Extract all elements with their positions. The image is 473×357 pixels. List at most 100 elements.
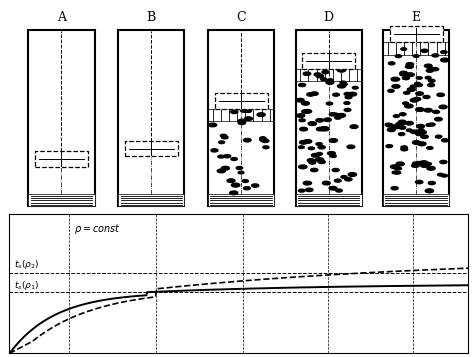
Circle shape bbox=[347, 94, 353, 96]
Bar bbox=[208, 194, 274, 206]
Circle shape bbox=[323, 181, 330, 185]
Bar bbox=[28, 30, 95, 206]
Circle shape bbox=[426, 69, 433, 72]
Circle shape bbox=[427, 147, 433, 149]
Circle shape bbox=[333, 93, 339, 96]
Circle shape bbox=[238, 121, 245, 125]
Circle shape bbox=[304, 110, 312, 113]
Circle shape bbox=[344, 109, 351, 111]
Circle shape bbox=[416, 92, 423, 95]
Circle shape bbox=[244, 187, 250, 190]
Circle shape bbox=[432, 54, 439, 57]
Circle shape bbox=[326, 81, 334, 84]
Circle shape bbox=[303, 72, 311, 75]
Circle shape bbox=[308, 122, 316, 125]
Circle shape bbox=[238, 171, 244, 174]
Circle shape bbox=[221, 136, 228, 139]
Circle shape bbox=[352, 86, 358, 89]
Circle shape bbox=[219, 141, 225, 144]
Circle shape bbox=[298, 146, 304, 149]
Circle shape bbox=[329, 112, 337, 116]
Bar bbox=[35, 151, 88, 167]
Bar bbox=[215, 93, 268, 109]
Circle shape bbox=[262, 139, 269, 142]
Circle shape bbox=[300, 127, 307, 131]
Bar bbox=[390, 26, 443, 42]
Circle shape bbox=[316, 142, 322, 145]
Circle shape bbox=[344, 92, 350, 95]
Circle shape bbox=[420, 161, 428, 165]
Circle shape bbox=[387, 128, 395, 132]
Circle shape bbox=[392, 171, 398, 174]
Text: $t_s(\rho_2)$: $t_s(\rho_2)$ bbox=[14, 258, 39, 271]
Circle shape bbox=[341, 83, 347, 86]
Circle shape bbox=[321, 127, 329, 130]
Circle shape bbox=[231, 183, 240, 187]
Circle shape bbox=[230, 191, 238, 195]
Circle shape bbox=[407, 88, 415, 91]
Circle shape bbox=[224, 155, 231, 158]
Circle shape bbox=[412, 141, 420, 144]
Circle shape bbox=[242, 180, 248, 182]
Circle shape bbox=[416, 161, 422, 165]
Circle shape bbox=[324, 118, 331, 121]
Circle shape bbox=[238, 119, 245, 122]
Circle shape bbox=[413, 97, 421, 101]
Circle shape bbox=[405, 65, 413, 69]
Bar bbox=[125, 141, 178, 156]
Circle shape bbox=[345, 177, 352, 181]
Circle shape bbox=[345, 96, 352, 99]
Circle shape bbox=[416, 108, 424, 111]
Bar bbox=[296, 30, 362, 206]
Circle shape bbox=[428, 181, 435, 185]
Circle shape bbox=[397, 122, 405, 125]
Circle shape bbox=[439, 105, 447, 109]
Circle shape bbox=[330, 155, 336, 157]
Circle shape bbox=[418, 142, 426, 146]
Circle shape bbox=[218, 155, 224, 158]
Circle shape bbox=[220, 134, 227, 137]
Circle shape bbox=[416, 77, 422, 79]
Circle shape bbox=[410, 85, 416, 88]
Circle shape bbox=[386, 124, 394, 127]
Circle shape bbox=[398, 133, 405, 136]
Circle shape bbox=[333, 113, 339, 116]
Circle shape bbox=[231, 110, 238, 114]
Circle shape bbox=[311, 154, 319, 157]
Circle shape bbox=[403, 76, 410, 80]
Circle shape bbox=[209, 123, 217, 127]
Circle shape bbox=[244, 139, 251, 142]
Circle shape bbox=[315, 158, 324, 161]
Circle shape bbox=[341, 176, 347, 178]
Bar bbox=[383, 42, 449, 55]
Circle shape bbox=[301, 102, 309, 105]
Circle shape bbox=[298, 189, 305, 192]
Circle shape bbox=[401, 48, 407, 50]
Circle shape bbox=[303, 181, 312, 185]
Circle shape bbox=[306, 188, 313, 192]
Circle shape bbox=[415, 82, 420, 85]
Circle shape bbox=[328, 152, 335, 155]
Circle shape bbox=[435, 117, 442, 121]
Circle shape bbox=[436, 135, 442, 138]
Text: $t_s(\rho_1)$: $t_s(\rho_1)$ bbox=[14, 279, 39, 292]
Circle shape bbox=[401, 146, 407, 149]
Bar bbox=[118, 194, 184, 206]
Circle shape bbox=[337, 84, 346, 88]
Circle shape bbox=[395, 171, 401, 174]
Circle shape bbox=[394, 167, 402, 170]
Circle shape bbox=[428, 84, 435, 87]
Circle shape bbox=[429, 79, 435, 82]
Circle shape bbox=[410, 99, 418, 102]
Circle shape bbox=[316, 119, 324, 122]
Circle shape bbox=[392, 125, 399, 129]
Circle shape bbox=[441, 51, 447, 54]
Circle shape bbox=[245, 110, 252, 112]
Circle shape bbox=[304, 140, 312, 143]
Circle shape bbox=[395, 55, 402, 57]
Circle shape bbox=[321, 78, 326, 81]
Circle shape bbox=[211, 149, 218, 152]
Circle shape bbox=[221, 166, 229, 170]
Circle shape bbox=[413, 55, 419, 57]
Circle shape bbox=[321, 127, 329, 131]
